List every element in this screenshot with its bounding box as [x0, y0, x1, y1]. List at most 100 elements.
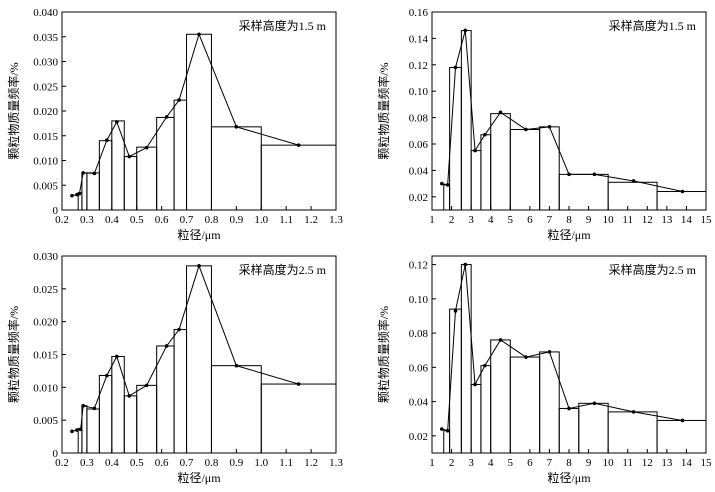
- x-tick-label: 1.1: [279, 214, 293, 226]
- histogram-bar: [260, 144, 337, 211]
- data-point: [144, 145, 149, 150]
- histogram-bar: [443, 430, 451, 454]
- data-point: [81, 403, 85, 408]
- plot-frame: [431, 11, 707, 211]
- x-tick-label: 6: [527, 457, 533, 469]
- y-tick-label: 0.030: [33, 251, 58, 263]
- data-point: [453, 65, 458, 70]
- y-tick-label: 0.08: [409, 113, 429, 125]
- data-point: [524, 127, 528, 132]
- chart-panel-4: 1 2 3 4 5 6 7 8 9 10 11 12 13 14 15 0.02 0.04 0.06 0.08 0.1…: [357, 246, 714, 492]
- histogram-bar: [123, 395, 138, 454]
- data-point: [463, 28, 468, 33]
- x-tick-label: 1: [429, 214, 435, 226]
- histogram-bar: [558, 173, 609, 211]
- x-tick-label: 7: [547, 457, 553, 469]
- x-tick-label: 10: [603, 214, 615, 226]
- data-point: [115, 120, 119, 124]
- histogram-bar: [509, 356, 541, 454]
- x-tick-label: 1.2: [304, 457, 318, 469]
- x-tick-label: 2: [449, 457, 455, 469]
- x-tick-label: 4: [488, 214, 494, 226]
- data-point: [473, 382, 477, 387]
- x-tick-label: 1.1: [279, 457, 293, 469]
- histogram-bar: [460, 264, 472, 454]
- data-point: [483, 132, 487, 137]
- y-tick-label: 0.10: [409, 86, 429, 98]
- y-tick-label: 0.02: [409, 431, 428, 443]
- x-tick-label: 15: [701, 214, 713, 226]
- series-line: [441, 264, 683, 432]
- x-tick-label: 11: [622, 214, 633, 226]
- y-axis-title: 颗粒物质量频率/%: [376, 62, 391, 159]
- y-tick-label: 0.04: [409, 397, 429, 409]
- histogram-bar: [123, 156, 138, 211]
- x-tick-label: 6: [527, 214, 533, 226]
- x-tick-label: 1.0: [254, 214, 268, 226]
- x-axis-title: 粒径/μm: [547, 470, 591, 485]
- data-point: [483, 363, 487, 368]
- x-tick-label: 0.9: [229, 214, 243, 226]
- chart-svg: 1 2 3 4 5 6 7 8 9 10 11 12 13 14 150.020.040.060.080.1…: [376, 255, 713, 485]
- x-tick-label: 1.3: [329, 214, 343, 226]
- annotation-label: 采样高度为2.5 m: [239, 262, 327, 277]
- data-point: [592, 172, 597, 177]
- annotation-label: 采样高度为1.5 m: [609, 18, 697, 33]
- histogram-bar: [173, 329, 188, 454]
- histogram-bar: [480, 134, 492, 211]
- data-point: [92, 406, 97, 411]
- histogram-bar: [156, 345, 175, 454]
- x-tick-label: 0.8: [205, 457, 219, 469]
- x-tick-label: 1.0: [254, 457, 268, 469]
- histogram-bar: [173, 99, 188, 211]
- data-point: [567, 172, 571, 177]
- x-tick-label: 7: [547, 214, 553, 226]
- histogram-bar: [98, 375, 113, 454]
- data-point: [115, 354, 119, 359]
- histogram-bar: [460, 29, 472, 211]
- data-point: [177, 98, 181, 102]
- histogram-bar: [210, 365, 262, 454]
- y-tick-label: 0.010: [33, 156, 58, 168]
- data-point: [631, 410, 636, 414]
- data-point: [177, 327, 181, 332]
- x-tick-label: 12: [642, 214, 653, 226]
- x-tick-label: 0.9: [229, 457, 243, 469]
- y-tick-label: 0.04: [409, 165, 429, 177]
- y-tick-label: 0.025: [33, 81, 58, 93]
- x-tick-label: 8: [566, 214, 572, 226]
- series-line: [71, 32, 299, 197]
- data-point: [439, 427, 444, 431]
- y-tick-label: 0: [53, 448, 59, 460]
- x-tick-label: 3: [468, 214, 474, 226]
- histogram-bar: [607, 411, 658, 454]
- histogram-bar: [136, 146, 158, 211]
- data-point: [197, 32, 201, 37]
- y-tick-label: 0: [53, 205, 59, 217]
- x-tick-label: 15: [701, 457, 713, 469]
- data-point: [453, 309, 458, 313]
- histogram-bar: [111, 120, 125, 211]
- data-point: [547, 350, 552, 354]
- histogram-bar: [136, 384, 158, 454]
- y-tick-label: 0.10: [409, 294, 429, 306]
- x-tick-label: 9: [586, 214, 592, 226]
- x-tick-label: 0.6: [155, 214, 169, 226]
- y-tick-label: 0.02: [409, 192, 428, 204]
- data-point: [127, 154, 132, 159]
- data-point: [680, 189, 685, 194]
- x-tick-label: 5: [508, 457, 514, 469]
- data-point: [70, 193, 74, 198]
- histogram-bar: [656, 419, 707, 454]
- data-point: [296, 382, 301, 386]
- histogram-bar: [539, 126, 560, 211]
- chart-svg: 1 2 3 4 5 6 7 8 9 10 11 12 13 14 150.020.040.060.080.1…: [376, 7, 713, 242]
- x-tick-label: 14: [681, 214, 693, 226]
- histogram-bar: [98, 140, 113, 211]
- data-point: [445, 428, 450, 433]
- histogram-bar: [77, 428, 83, 454]
- y-tick-label: 0.005: [33, 415, 58, 427]
- x-tick-label: 11: [622, 457, 633, 469]
- y-axis-title: 颗粒物质量频率/%: [6, 306, 21, 403]
- data-point: [75, 428, 79, 432]
